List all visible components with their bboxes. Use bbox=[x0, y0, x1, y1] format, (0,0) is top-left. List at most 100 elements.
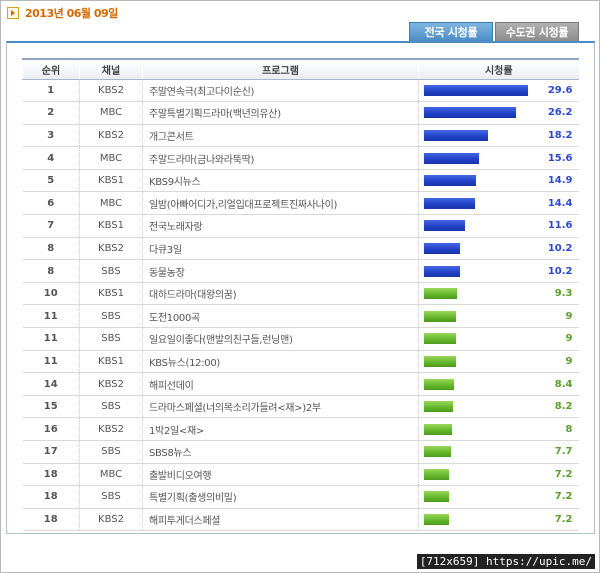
rating-bar bbox=[424, 175, 476, 187]
rating-bar-cell: 7.2 bbox=[418, 463, 579, 487]
rating-value: 18.2 bbox=[547, 129, 573, 141]
program-cell: 드라마스페셜(너의목소리가들려<재>)2부 bbox=[142, 395, 419, 419]
channel-cell: SBS bbox=[79, 327, 143, 351]
channel-cell: KBS1 bbox=[79, 282, 143, 306]
program-cell: 특별기획(출생의비밀) bbox=[142, 485, 419, 509]
program-cell: 해피선데이 bbox=[142, 372, 419, 396]
image-watermark: [712x659] https://upic.me/ bbox=[416, 554, 595, 569]
header-channel: 채널 bbox=[79, 58, 143, 80]
ratings-panel: 순위 채널 프로그램 시청률 1 KBS2 주말연속극(최고다이순신) 29.6 2 MB… bbox=[6, 41, 595, 534]
rating-bar bbox=[424, 310, 456, 322]
rating-value: 9.3 bbox=[554, 288, 573, 300]
program-cell: 일요일이좋다(맨발의친구들,런닝맨) bbox=[142, 327, 419, 351]
header-rating: 시청률 bbox=[418, 58, 579, 80]
rating-value: 14.9 bbox=[547, 175, 573, 187]
rank-cell: 17 bbox=[22, 440, 80, 464]
rating-bar-cell: 18.2 bbox=[418, 124, 579, 148]
rating-bar-cell: 26.2 bbox=[418, 101, 579, 125]
rating-bar bbox=[424, 242, 460, 254]
rating-bar-cell: 10.2 bbox=[418, 259, 579, 283]
rating-value: 7.7 bbox=[554, 446, 573, 458]
rank-cell: 16 bbox=[22, 417, 80, 441]
rating-bar-cell: 9.3 bbox=[418, 282, 579, 306]
channel-cell: KBS1 bbox=[79, 350, 143, 374]
header-rank: 순위 bbox=[22, 58, 80, 80]
rating-bar-cell: 15.6 bbox=[418, 146, 579, 170]
rating-value: 9 bbox=[565, 333, 573, 345]
rating-value: 7.2 bbox=[554, 491, 573, 503]
rating-value: 8.4 bbox=[554, 378, 573, 390]
rating-bar bbox=[424, 491, 449, 503]
rating-bar bbox=[424, 401, 453, 413]
rank-cell: 3 bbox=[22, 124, 80, 148]
rating-bar bbox=[424, 288, 457, 300]
tab-national-ratings[interactable]: 전국 시청률 bbox=[409, 22, 493, 41]
table-row: 14 KBS2 해피선데이 8.4 bbox=[22, 372, 579, 396]
rating-bar bbox=[424, 129, 488, 141]
table-row: 11 KBS1 KBS뉴스(12:00) 9 bbox=[22, 350, 579, 374]
channel-cell: KBS2 bbox=[79, 417, 143, 441]
channel-cell: SBS bbox=[79, 485, 143, 509]
rating-bar-cell: 11.6 bbox=[418, 214, 579, 238]
table-row: 4 MBC 주말드라마(금나와라뚝딱) 15.6 bbox=[22, 146, 579, 170]
table-row: 10 KBS1 대하드라마(대왕의꿈) 9.3 bbox=[22, 282, 579, 306]
rating-bar-cell: 10.2 bbox=[418, 237, 579, 261]
rating-value: 15.6 bbox=[547, 152, 573, 164]
rating-bar bbox=[424, 197, 475, 209]
rating-value: 8 bbox=[565, 423, 573, 435]
rank-cell: 8 bbox=[22, 259, 80, 283]
rank-cell: 7 bbox=[22, 214, 80, 238]
program-cell: KBS뉴스(12:00) bbox=[142, 350, 419, 374]
tab-capital-area-ratings[interactable]: 수도권 시청률 bbox=[495, 22, 579, 41]
header-program: 프로그램 bbox=[142, 58, 419, 80]
rating-bar-cell: 9 bbox=[418, 327, 579, 351]
program-cell: 주말드라마(금나와라뚝딱) bbox=[142, 146, 419, 170]
rank-cell: 11 bbox=[22, 350, 80, 374]
rating-value: 14.4 bbox=[547, 197, 573, 209]
rating-bar-cell: 9 bbox=[418, 350, 579, 374]
rating-bar-cell: 9 bbox=[418, 304, 579, 329]
table-row: 11 SBS 도전1000곡 9 bbox=[22, 304, 579, 329]
rating-bar-cell: 8 bbox=[418, 417, 579, 441]
rating-bar bbox=[424, 84, 528, 96]
rating-bar-cell: 29.6 bbox=[418, 79, 579, 103]
rating-value: 9 bbox=[565, 355, 573, 367]
rating-bar-cell: 8.2 bbox=[418, 395, 579, 419]
channel-cell: KBS1 bbox=[79, 214, 143, 238]
rank-cell: 2 bbox=[22, 101, 80, 125]
rating-bar bbox=[424, 468, 449, 480]
channel-cell: SBS bbox=[79, 259, 143, 283]
rank-cell: 18 bbox=[22, 485, 80, 509]
program-cell: 출발비디오여행 bbox=[142, 463, 419, 487]
table-row: 15 SBS 드라마스페셜(너의목소리가들려<재>)2부 8.2 bbox=[22, 395, 579, 419]
rating-bar-cell: 7.2 bbox=[418, 508, 579, 532]
table-row: 8 SBS 동물농장 10.2 bbox=[22, 259, 579, 283]
program-cell: 해피투게더스페셜 bbox=[142, 508, 419, 532]
rating-bar-cell: 14.4 bbox=[418, 191, 579, 216]
rating-bar-cell: 8.4 bbox=[418, 372, 579, 396]
program-cell: SBS8뉴스 bbox=[142, 440, 419, 464]
program-cell: 도전1000곡 bbox=[142, 304, 419, 329]
program-cell: 1박2일<재> bbox=[142, 417, 419, 441]
rating-value: 29.6 bbox=[547, 84, 573, 96]
channel-cell: SBS bbox=[79, 440, 143, 464]
rank-cell: 10 bbox=[22, 282, 80, 306]
channel-cell: KBS2 bbox=[79, 237, 143, 261]
rank-cell: 5 bbox=[22, 169, 80, 193]
rating-bar bbox=[424, 333, 456, 345]
channel-cell: MBC bbox=[79, 191, 143, 216]
table-row: 18 SBS 특별기획(출생의비밀) 7.2 bbox=[22, 485, 579, 509]
table-row: 17 SBS SBS8뉴스 7.7 bbox=[22, 440, 579, 464]
rating-bar bbox=[424, 107, 516, 119]
program-cell: 주말연속극(최고다이순신) bbox=[142, 79, 419, 103]
channel-cell: KBS2 bbox=[79, 508, 143, 532]
rating-bar bbox=[424, 265, 460, 277]
rating-value: 10.2 bbox=[547, 242, 573, 254]
rank-cell: 11 bbox=[22, 327, 80, 351]
rating-bar bbox=[424, 514, 449, 526]
table-row: 1 KBS2 주말연속극(최고다이순신) 29.6 bbox=[22, 79, 579, 103]
table-row: 5 KBS1 KBS9시뉴스 14.9 bbox=[22, 169, 579, 193]
rating-bar-cell: 7.2 bbox=[418, 485, 579, 509]
date-label: 2013년 06월 09일 bbox=[25, 7, 118, 20]
